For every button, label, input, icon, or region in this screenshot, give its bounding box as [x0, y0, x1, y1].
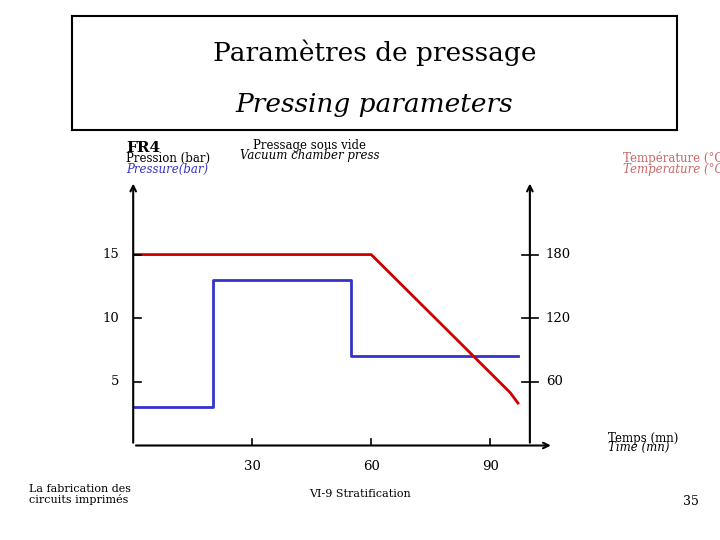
Text: Paramètres de pressage: Paramètres de pressage [212, 39, 536, 66]
Text: 120: 120 [546, 312, 571, 325]
Text: Pressing parameters: Pressing parameters [235, 92, 513, 117]
Text: Pression (bar): Pression (bar) [126, 152, 210, 165]
Text: 35: 35 [683, 495, 698, 508]
Text: Time (mn): Time (mn) [608, 441, 670, 454]
Text: La fabrication des: La fabrication des [29, 484, 131, 494]
Text: Temperature (°C): Temperature (°C) [623, 163, 720, 176]
Text: Pressure(bar): Pressure(bar) [126, 163, 208, 176]
Text: 15: 15 [102, 248, 120, 261]
Text: 10: 10 [102, 312, 120, 325]
Text: FR4: FR4 [126, 141, 160, 156]
Text: circuits imprimés: circuits imprimés [29, 494, 128, 505]
Text: 180: 180 [546, 248, 571, 261]
Text: Vacuum chamber press: Vacuum chamber press [240, 149, 379, 162]
Text: VI-9 Stratification: VI-9 Stratification [309, 489, 411, 499]
Text: 60: 60 [546, 375, 562, 388]
Text: 5: 5 [111, 375, 120, 388]
Text: 90: 90 [482, 460, 499, 472]
Text: Température (°C): Température (°C) [623, 151, 720, 165]
Text: 30: 30 [244, 460, 261, 472]
Text: Pressage sous vide: Pressage sous vide [253, 139, 366, 152]
Text: Temps (mn): Temps (mn) [608, 432, 679, 445]
Text: 60: 60 [363, 460, 379, 472]
